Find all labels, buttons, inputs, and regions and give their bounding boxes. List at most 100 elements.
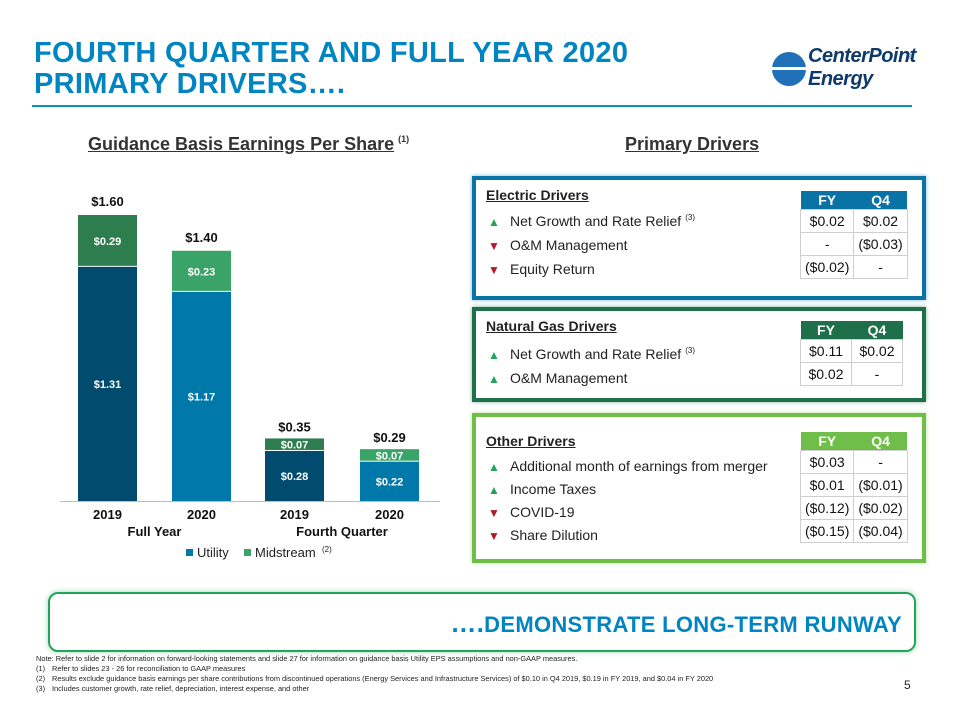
bar-utility-label: $1.17 (188, 391, 216, 403)
footnote-marker: Note: (36, 654, 54, 663)
gas-value-row: $0.11 $0.02 (800, 339, 903, 363)
footnote-note: Note: Refer to slide 2 for information o… (36, 654, 713, 664)
gas-col-q4: Q4 (851, 321, 903, 340)
logo-text-line-2: Energy (808, 68, 873, 90)
footnote-text: Refer to slide 2 for information on forw… (55, 654, 578, 663)
other-drivers-panel: Other Drivers ▲ Additional month of earni… (472, 413, 926, 563)
legend-swatch-midstream (244, 549, 251, 556)
driver-label: Net Growth and Rate Relief (510, 213, 682, 229)
legend-label-utility: Utility (197, 545, 229, 560)
bar-utility-label: $0.28 (281, 471, 309, 483)
page-title: FOURTH QUARTER AND FULL YEAR 2020 PRIMAR… (34, 38, 628, 100)
centerpoint-logo: CenterPoint Energy ® (766, 42, 917, 98)
gas-drivers-title: Natural Gas Drivers (486, 318, 617, 334)
bar-midstream-label: $0.29 (94, 236, 122, 248)
driver-label: Share Dilution (510, 527, 598, 543)
other-values-table: FY Q4 $0.03- $0.01 ($0.01) ($0.12) ($0.02) ($… (799, 432, 908, 543)
group-label-fourth-quarter: Fourth Quarter (296, 524, 388, 539)
value-cell-q4: ($0.01) (853, 473, 908, 497)
chart-heading-footnote: (1) (398, 134, 410, 144)
driver-footnote: (3) (685, 213, 695, 223)
gas-value-row: $0.02- (800, 362, 903, 386)
footnote-text: Includes customer growth, rate relief, d… (52, 684, 310, 693)
title-line-1: FOURTH QUARTER AND FULL YEAR 2020 (34, 37, 629, 69)
bar-midstream (265, 438, 324, 450)
driver-label: O&M Management (510, 237, 628, 253)
gas-col-fy: FY (800, 321, 852, 340)
value-cell-q4: - (851, 362, 903, 386)
electric-value-row: ($0.02) - (799, 255, 908, 279)
value-cell-fy: ($0.02) (799, 255, 855, 279)
driver-label: Equity Return (510, 261, 595, 277)
electric-col-fy: FY (800, 191, 854, 210)
x-tick-label: 2020 (187, 507, 216, 522)
value-cell-fy: - (799, 232, 855, 256)
gas-values-table: FY Q4 $0.11 $0.02 $0.02- (800, 321, 903, 386)
header-divider (32, 105, 912, 107)
bar-total-label: $1.60 (91, 194, 124, 209)
other-value-row: $0.03- (799, 450, 908, 474)
up-arrow-icon: ▲ (488, 372, 500, 386)
value-cell-fy: ($0.15) (799, 519, 855, 543)
value-cell-fy: ($0.12) (799, 496, 855, 520)
other-driver-row: ▼ Share Dilution (488, 527, 598, 543)
banner-dots: …. (450, 608, 485, 638)
down-arrow-icon: ▼ (488, 263, 500, 277)
logo-registered-mark: ® (907, 54, 913, 61)
runway-banner-text: ….DEMONSTRATE LONG-TERM RUNWAY (450, 608, 902, 639)
down-arrow-icon: ▼ (488, 239, 500, 253)
other-col-q4: Q4 (853, 432, 908, 451)
gas-driver-row: ▲ O&M Management (488, 370, 628, 386)
electric-values-table: FY Q4 $0.02 $0.02- ($0.03) ($0.02) - (799, 191, 908, 279)
bar-utility (265, 450, 324, 501)
footnote-text: Refer to slides 23 - 26 for reconciliati… (52, 664, 246, 673)
drivers-heading: Primary Drivers (625, 134, 760, 154)
bar-midstream (78, 215, 137, 266)
driver-label: COVID-19 (510, 504, 575, 520)
footnote-marker: (2) (36, 674, 46, 683)
value-cell-q4: $0.02 (851, 339, 903, 363)
value-cell-fy: $0.11 (800, 339, 852, 363)
bar-total-label: $0.29 (373, 430, 406, 445)
logo-text-line-1: CenterPoint (808, 45, 916, 67)
bar-utility-label: $0.22 (376, 476, 404, 488)
x-tick-label: 2019 (93, 507, 122, 522)
x-tick-label: 2020 (375, 507, 404, 522)
electric-value-row: - ($0.03) (799, 232, 908, 256)
other-driver-row: ▲ Income Taxes (488, 481, 596, 497)
gas-drivers-panel: Natural Gas Drivers ▲ Net Growth and Rate… (472, 307, 926, 402)
footnote-2: (2) Results exclude guidance basis earnin… (36, 674, 713, 684)
value-cell-fy: $0.02 (800, 362, 852, 386)
runway-banner (48, 592, 916, 652)
banner-message: DEMONSTRATE LONG-TERM RUNWAY (484, 612, 902, 637)
electric-value-row: $0.02 $0.02 (799, 209, 908, 233)
page-number: 5 (904, 678, 911, 692)
bar-midstream-label: $0.23 (188, 266, 216, 278)
chart-heading: Guidance Basis Earnings Per Share (1) (88, 134, 409, 155)
bar-utility-label: $1.31 (94, 379, 122, 391)
down-arrow-icon: ▼ (488, 529, 500, 543)
x-tick-label: 2019 (280, 507, 309, 522)
electric-driver-row: ▼ Equity Return (488, 261, 595, 277)
bar-midstream (360, 449, 419, 461)
other-value-row: $0.01 ($0.01) (799, 473, 908, 497)
legend-midstream-footnote: (2) (322, 545, 332, 554)
value-cell-fy: $0.02 (799, 209, 855, 233)
logo-swoosh (766, 67, 812, 70)
chart-heading-text: Guidance Basis Earnings Per Share (88, 134, 395, 154)
up-arrow-icon: ▲ (488, 348, 500, 362)
gas-driver-row: ▲ Net Growth and Rate Relief (3) (488, 346, 695, 362)
other-col-fy: FY (800, 432, 854, 451)
other-value-row: ($0.15) ($0.04) (799, 519, 908, 543)
driver-label: O&M Management (510, 370, 628, 386)
value-cell-q4: ($0.03) (853, 232, 908, 256)
footnote-marker: (3) (36, 684, 46, 693)
footnote-3: (3) Includes customer growth, rate relief… (36, 684, 713, 694)
electric-drivers-panel: Electric Drivers ▲ Net Growth and Rate Re… (472, 176, 926, 300)
footnote-1: (1) Refer to slides 23 - 26 for reconcili… (36, 664, 713, 674)
value-cell-fy: $0.03 (799, 450, 855, 474)
other-value-row: ($0.12) ($0.02) (799, 496, 908, 520)
footnotes: Note: Refer to slide 2 for information o… (36, 654, 713, 694)
other-driver-row: ▲ Additional month of earnings from merge… (488, 458, 768, 474)
title-line-2: PRIMARY DRIVERS…. (34, 68, 346, 100)
